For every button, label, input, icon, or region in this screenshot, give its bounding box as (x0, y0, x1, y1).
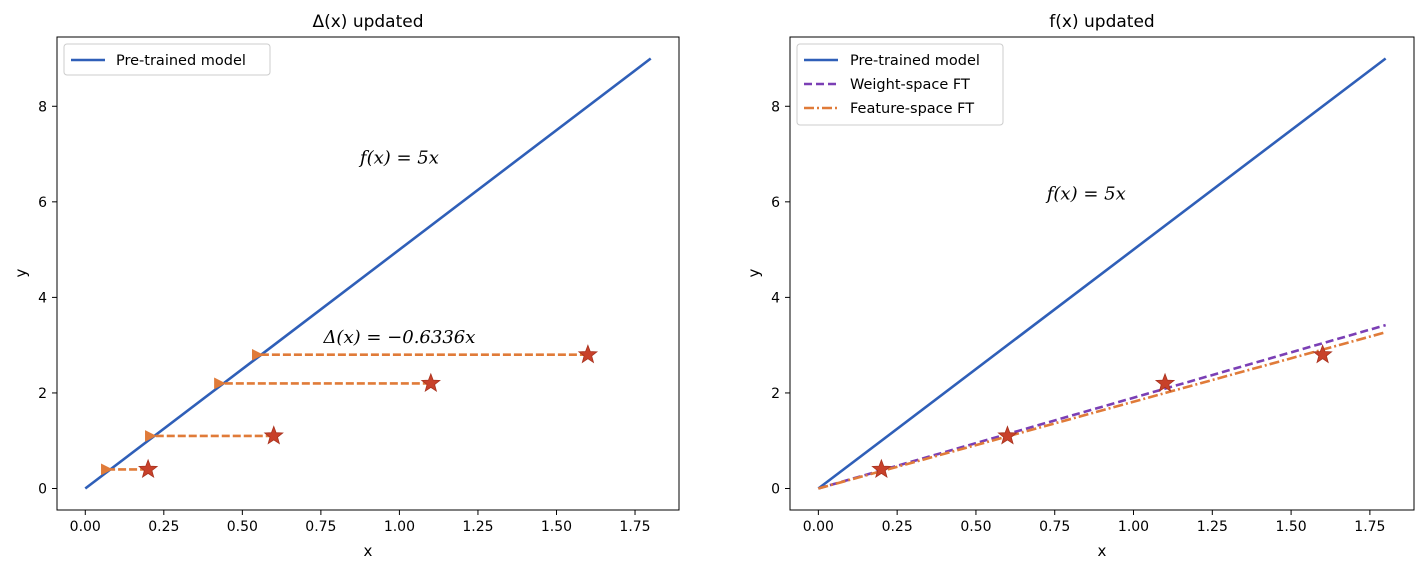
left-chart-title: Δ(x) updated (312, 12, 423, 32)
right-series-line-2 (818, 331, 1386, 490)
right-legend-label-feature-space: Feature-space FT (850, 101, 974, 117)
right-legend: Pre-trained model Weight-space FT Featur… (796, 43, 1004, 126)
right-x-tick-label-4: 1.00 (1118, 519, 1149, 535)
left-legend-box (63, 43, 271, 76)
right-y-tick-label-2: 4 (771, 290, 780, 306)
right-y-tick-label-1: 2 (771, 386, 780, 402)
right-data-point-1 (997, 425, 1018, 445)
left-data-point-3 (577, 344, 599, 364)
left-y-axis-label: y (12, 268, 30, 277)
left-axes-frame (56, 36, 680, 511)
right-x-axis-label: x (1098, 542, 1107, 560)
left-data-point-2 (420, 372, 441, 392)
right-x-tick-label-1: 0.25 (882, 519, 913, 535)
left-data-point-0 (137, 458, 159, 478)
left-annotation-1: Δ(x) = −0.6336x (322, 327, 475, 348)
right-x-tick-label-3: 0.75 (1039, 519, 1070, 535)
left-annotation-0: f(x) = 5x (358, 148, 439, 169)
left-y-tick-label-4: 8 (38, 99, 47, 115)
left-y-tick-label-2: 4 (38, 290, 47, 306)
left-legend-label-pretrained: Pre-trained model (116, 53, 246, 69)
right-x-tick-label-5: 1.25 (1197, 519, 1228, 535)
right-legend-label-weight-space: Weight-space FT (850, 77, 970, 93)
right-series-line-1 (818, 323, 1386, 490)
left-x-tick-label-3: 0.75 (305, 519, 336, 535)
left-x-tick-label-5: 1.25 (462, 519, 493, 535)
left-x-tick-label-1: 0.25 (148, 519, 179, 535)
left-chart-panel: Δ(x) updated f(x) = 5x Δ(x) = −0.6336x 0.… (12, 12, 680, 560)
right-data-point-2 (1154, 372, 1176, 392)
left-x-tick-label-2: 0.50 (227, 519, 258, 535)
right-x-tick-label-6: 1.50 (1276, 519, 1307, 535)
right-y-tick-label-4: 8 (771, 99, 780, 115)
left-x-tick-label-0: 0.00 (70, 519, 101, 535)
right-axes-ticks: 0.00 0.25 0.50 0.75 1.00 1.25 1.50 1.75 0 2 4 6 8 (771, 99, 1385, 535)
left-x-tick-label-7: 1.75 (619, 519, 650, 535)
left-axes-ticks: 0.00 0.25 0.50 0.75 1.00 1.25 1.50 1.75 0 2 4 6 8 (38, 99, 651, 535)
left-y-tick-label-0: 0 (38, 482, 47, 498)
right-x-tick-label-2: 0.50 (960, 519, 991, 535)
right-data-point-3 (1312, 344, 1333, 364)
right-legend-label-pretrained: Pre-trained model (850, 53, 980, 69)
right-y-axis-label: y (745, 268, 763, 277)
left-x-tick-label-4: 1.00 (384, 519, 415, 535)
right-x-tick-label-0: 0.00 (803, 519, 834, 535)
left-legend: Pre-trained model (63, 43, 271, 76)
right-chart-content: f(x) = 5x (817, 57, 1387, 490)
right-axes-frame (789, 36, 1415, 511)
left-y-tick-label-3: 6 (38, 195, 47, 211)
left-y-tick-label-1: 2 (38, 386, 47, 402)
left-data-point-1 (263, 425, 284, 445)
right-series-line-0 (817, 57, 1387, 490)
right-y-tick-label-0: 0 (771, 482, 780, 498)
right-data-point-0 (871, 458, 892, 478)
left-x-tick-label-6: 1.50 (541, 519, 572, 535)
left-chart-content: f(x) = 5x Δ(x) = −0.6336x (84, 57, 652, 490)
left-x-axis-label: x (364, 542, 373, 560)
right-y-tick-label-3: 6 (771, 195, 780, 211)
right-x-tick-label-7: 1.75 (1354, 519, 1385, 535)
right-chart-panel: f(x) updated f(x) = 5x 0.00 0.25 0.50 0.75 1… (745, 12, 1415, 560)
right-chart-title: f(x) updated (1049, 12, 1154, 32)
right-annotation-0: f(x) = 5x (1045, 183, 1126, 204)
left-series-line-0 (84, 57, 652, 490)
right-legend-box (796, 43, 1004, 126)
